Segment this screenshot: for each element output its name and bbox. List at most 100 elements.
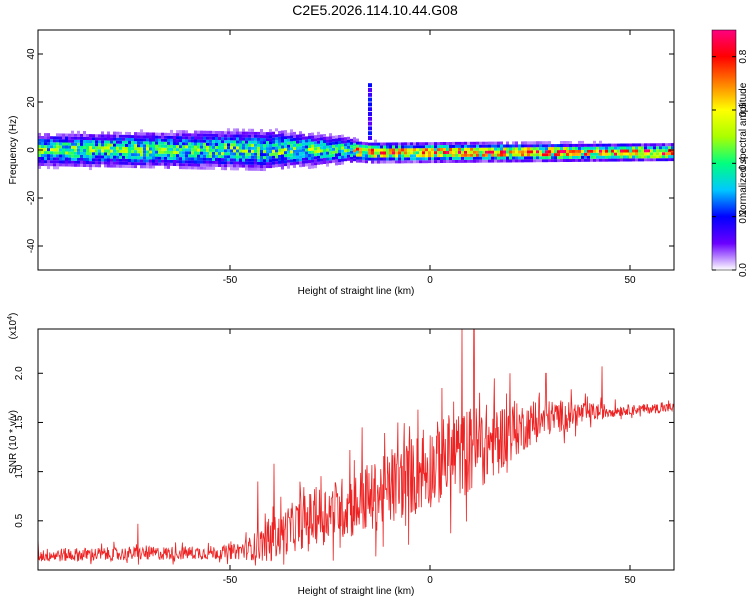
spectrogram-cell bbox=[194, 157, 197, 161]
spectrogram-cell bbox=[302, 139, 305, 143]
spectrogram-cell bbox=[311, 147, 314, 151]
spectrogram-cell bbox=[278, 157, 281, 161]
spectrogram-cell bbox=[92, 164, 95, 168]
spectrogram-cell bbox=[446, 148, 449, 151]
spectrogram-cell bbox=[491, 159, 494, 163]
spectrogram-cell bbox=[299, 155, 302, 159]
spectrogram-cell bbox=[560, 147, 563, 150]
spectrogram-cell bbox=[341, 155, 344, 159]
spectrogram-cell bbox=[164, 132, 167, 136]
spectrogram-cell bbox=[356, 159, 359, 163]
spectrogram-cell bbox=[242, 131, 245, 135]
spectrogram-cell bbox=[452, 159, 455, 163]
spectrogram-cell bbox=[443, 160, 446, 163]
spectrogram-cell bbox=[86, 140, 89, 143]
spectrogram-cell bbox=[554, 150, 557, 154]
spectrogram-cell bbox=[224, 167, 227, 171]
spectrogram-cell bbox=[101, 131, 104, 135]
spectrogram-cell bbox=[269, 141, 272, 145]
spectrogram-cell bbox=[143, 135, 146, 139]
spectrogram-cell bbox=[170, 141, 173, 145]
spectrogram-cell bbox=[197, 157, 200, 161]
spectrogram-cell bbox=[44, 142, 47, 146]
spectrogram-cell bbox=[86, 152, 89, 155]
spectrogram-cell bbox=[209, 154, 212, 158]
spectrogram-cell bbox=[281, 142, 284, 146]
spectrogram-cell bbox=[599, 143, 602, 147]
spectrogram-cell bbox=[362, 153, 365, 157]
spectrogram-cell bbox=[446, 142, 449, 145]
spectrogram-cell bbox=[248, 155, 251, 159]
spectrogram-cell bbox=[425, 148, 428, 152]
spectrogram-cell bbox=[68, 136, 71, 140]
spectrogram-cell bbox=[449, 145, 452, 148]
spectrogram-cell bbox=[47, 160, 50, 164]
spectrogram-cell bbox=[521, 147, 524, 151]
spectrogram-cell bbox=[110, 158, 113, 162]
spectrogram-cell bbox=[479, 156, 482, 160]
spectrogram-cell bbox=[170, 135, 173, 139]
spectrogram-cell bbox=[392, 157, 395, 161]
spectrogram-cell bbox=[410, 154, 413, 158]
spectrogram-cell bbox=[371, 142, 374, 146]
spectrogram-cell bbox=[632, 155, 635, 159]
spectrogram-cell bbox=[107, 152, 110, 156]
spectrogram-cell bbox=[257, 155, 260, 159]
spectrogram-cell bbox=[392, 148, 395, 152]
spectrogram-cell bbox=[638, 146, 641, 150]
spectrogram-cell bbox=[56, 154, 59, 158]
spectrogram-cell bbox=[134, 138, 137, 142]
spectrogram-cell bbox=[575, 143, 578, 147]
spectrogram-cell bbox=[53, 163, 56, 167]
spectrogram-cell bbox=[569, 159, 572, 162]
spectrogram-cell bbox=[362, 147, 365, 151]
spectrogram-cell bbox=[368, 112, 372, 116]
spectrogram-cell bbox=[368, 154, 371, 158]
spectrogram-cell bbox=[515, 150, 518, 154]
spectrogram-cell bbox=[140, 147, 143, 151]
spectrogram-cell bbox=[320, 146, 323, 150]
spectrogram-cell bbox=[314, 153, 317, 157]
spectrogram-cell bbox=[509, 153, 512, 157]
spectrogram-cell bbox=[554, 159, 557, 163]
spectrogram-cell bbox=[86, 146, 89, 149]
spectrogram-cell bbox=[155, 132, 158, 136]
spectrogram-cell bbox=[122, 158, 125, 162]
spectrogram-cell bbox=[248, 137, 251, 141]
spectrogram-cell bbox=[593, 158, 596, 162]
spectrogram-cell bbox=[401, 157, 404, 161]
spectrogram-cell bbox=[377, 154, 380, 158]
spectrogram-cell bbox=[629, 146, 632, 150]
spectrogram-cell bbox=[455, 150, 458, 154]
spectrogram-cell bbox=[86, 161, 89, 164]
spectrogram-cell bbox=[92, 137, 95, 141]
spectrogram-cell bbox=[44, 145, 47, 149]
spectrogram-cell bbox=[347, 145, 350, 149]
spectrogram-cell bbox=[347, 136, 350, 140]
spectrogram-cell bbox=[659, 158, 662, 162]
spectrogram-cell bbox=[482, 153, 485, 157]
spectrogram-cell bbox=[593, 140, 596, 144]
spectrogram-cell bbox=[119, 131, 122, 135]
spectrogram-cell bbox=[266, 147, 269, 151]
spectrogram-cell bbox=[131, 159, 134, 163]
spectrogram-cell bbox=[275, 155, 278, 159]
spectrogram-cell bbox=[239, 158, 242, 162]
spectrogram-cell bbox=[389, 154, 392, 158]
spectrogram-cell bbox=[170, 132, 173, 136]
spectrogram-cell bbox=[167, 150, 170, 154]
spectrogram-cell bbox=[95, 152, 98, 156]
spectrogram-cell bbox=[341, 158, 344, 162]
spectrogram-cell bbox=[461, 153, 464, 157]
spectrogram-cell bbox=[533, 153, 536, 157]
spectrogram-cell bbox=[500, 156, 503, 160]
spectrogram-cell bbox=[176, 133, 179, 137]
spectrogram-cell bbox=[191, 133, 194, 137]
spectrogram-cell bbox=[143, 165, 146, 169]
spectrogram-cell bbox=[512, 159, 515, 163]
spectrogram-cell bbox=[509, 150, 512, 154]
spectrogram-cell bbox=[245, 131, 248, 135]
spectrogram-cell bbox=[275, 158, 278, 162]
spectrogram-cell bbox=[419, 145, 422, 149]
